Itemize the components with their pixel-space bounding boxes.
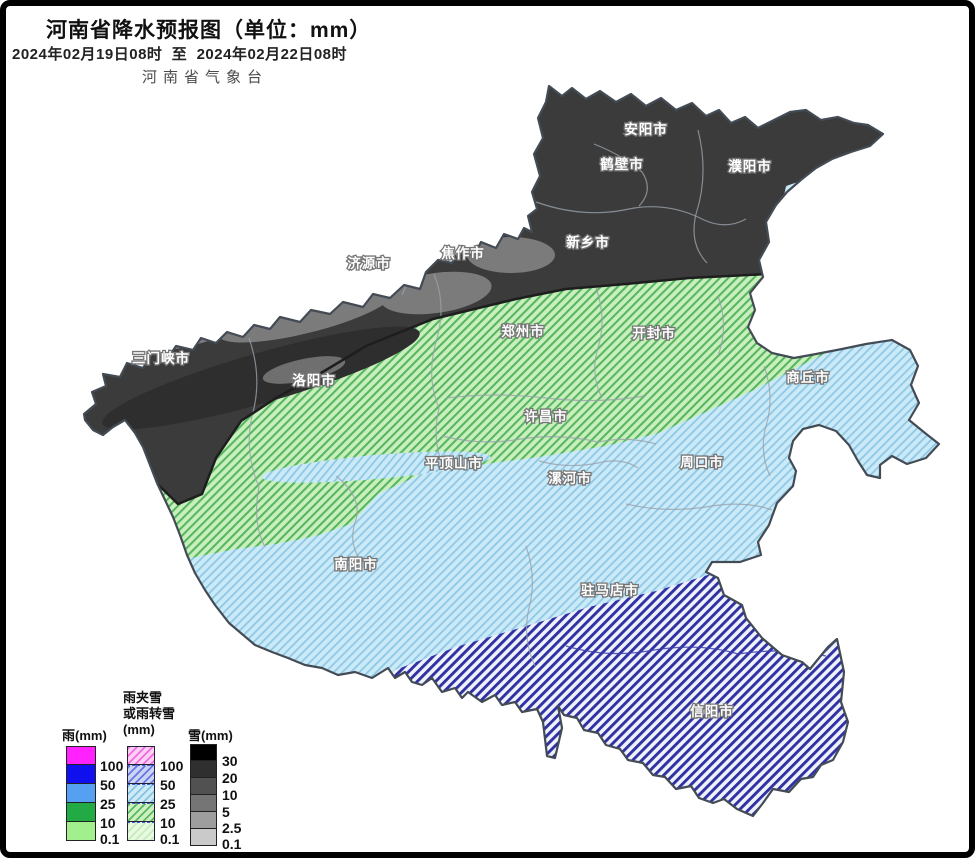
- prefecture-border: [625, 503, 773, 511]
- city-label: 鹤壁市: [600, 156, 644, 172]
- city-label: 濮阳市: [728, 158, 772, 174]
- city-label: 信阳市: [690, 703, 734, 719]
- legend-sleet-header: 雨夹雪 或雨转雪 (mm): [123, 690, 175, 738]
- prefecture-border: [693, 129, 708, 264]
- prefecture-border: [248, 337, 266, 548]
- city-label: 济源市: [347, 255, 391, 271]
- page-title: 河南省降水预报图（单位：mm）: [46, 19, 372, 42]
- prefecture-border: [535, 201, 747, 226]
- zone-sleet-tongue: [261, 451, 491, 483]
- legend-sleet-header-line: (mm): [123, 722, 155, 737]
- agency-name: 河南省气象台: [142, 70, 269, 86]
- prefecture-border: [593, 143, 648, 207]
- city-label: 焦作市: [440, 245, 485, 261]
- legend-sleet-header-line: 或雨转雪: [123, 706, 176, 721]
- prefecture-border: [538, 460, 639, 469]
- snow-zone-edge: [93, 272, 769, 506]
- snow-band-dark: [102, 326, 420, 430]
- province-border: [82, 84, 941, 818]
- prefecture-border: [431, 273, 443, 465]
- snow-patch-5mm: [116, 448, 136, 468]
- city-label: 南阳市: [334, 556, 378, 572]
- snow-patch-10mm: [262, 356, 346, 384]
- prefecture-border: [717, 295, 725, 357]
- city-label: 许昌市: [524, 408, 568, 424]
- city-label: 新乡市: [566, 234, 610, 250]
- prefecture-border: [335, 475, 368, 569]
- legend-snow-header: 雪(mm): [188, 728, 233, 743]
- prefecture-border: [445, 394, 645, 402]
- legend-rain-header: 雨(mm): [62, 728, 107, 743]
- city-label: 安阳市: [624, 121, 668, 137]
- city-label: 驻马店市: [581, 582, 639, 598]
- city-label: 开封市: [632, 325, 676, 341]
- city-label: 平顶山市: [425, 455, 483, 471]
- prefecture-border: [762, 365, 771, 477]
- city-label: 周口市: [680, 454, 724, 470]
- prefecture-border: [525, 545, 536, 667]
- city-label: 漯河市: [548, 470, 592, 486]
- city-label: 郑州市: [501, 323, 545, 339]
- city-label: 洛阳市: [292, 372, 336, 388]
- city-label: 商丘市: [786, 369, 830, 385]
- prefecture-border: [594, 287, 603, 399]
- forecast-date-range: 2024年02月19日08时 至 2024年02月22日08时: [12, 46, 348, 63]
- prefecture-border: [441, 435, 657, 445]
- city-label: 三门峡市: [132, 350, 190, 366]
- legend-sleet-header-line: 雨夹雪: [123, 690, 163, 705]
